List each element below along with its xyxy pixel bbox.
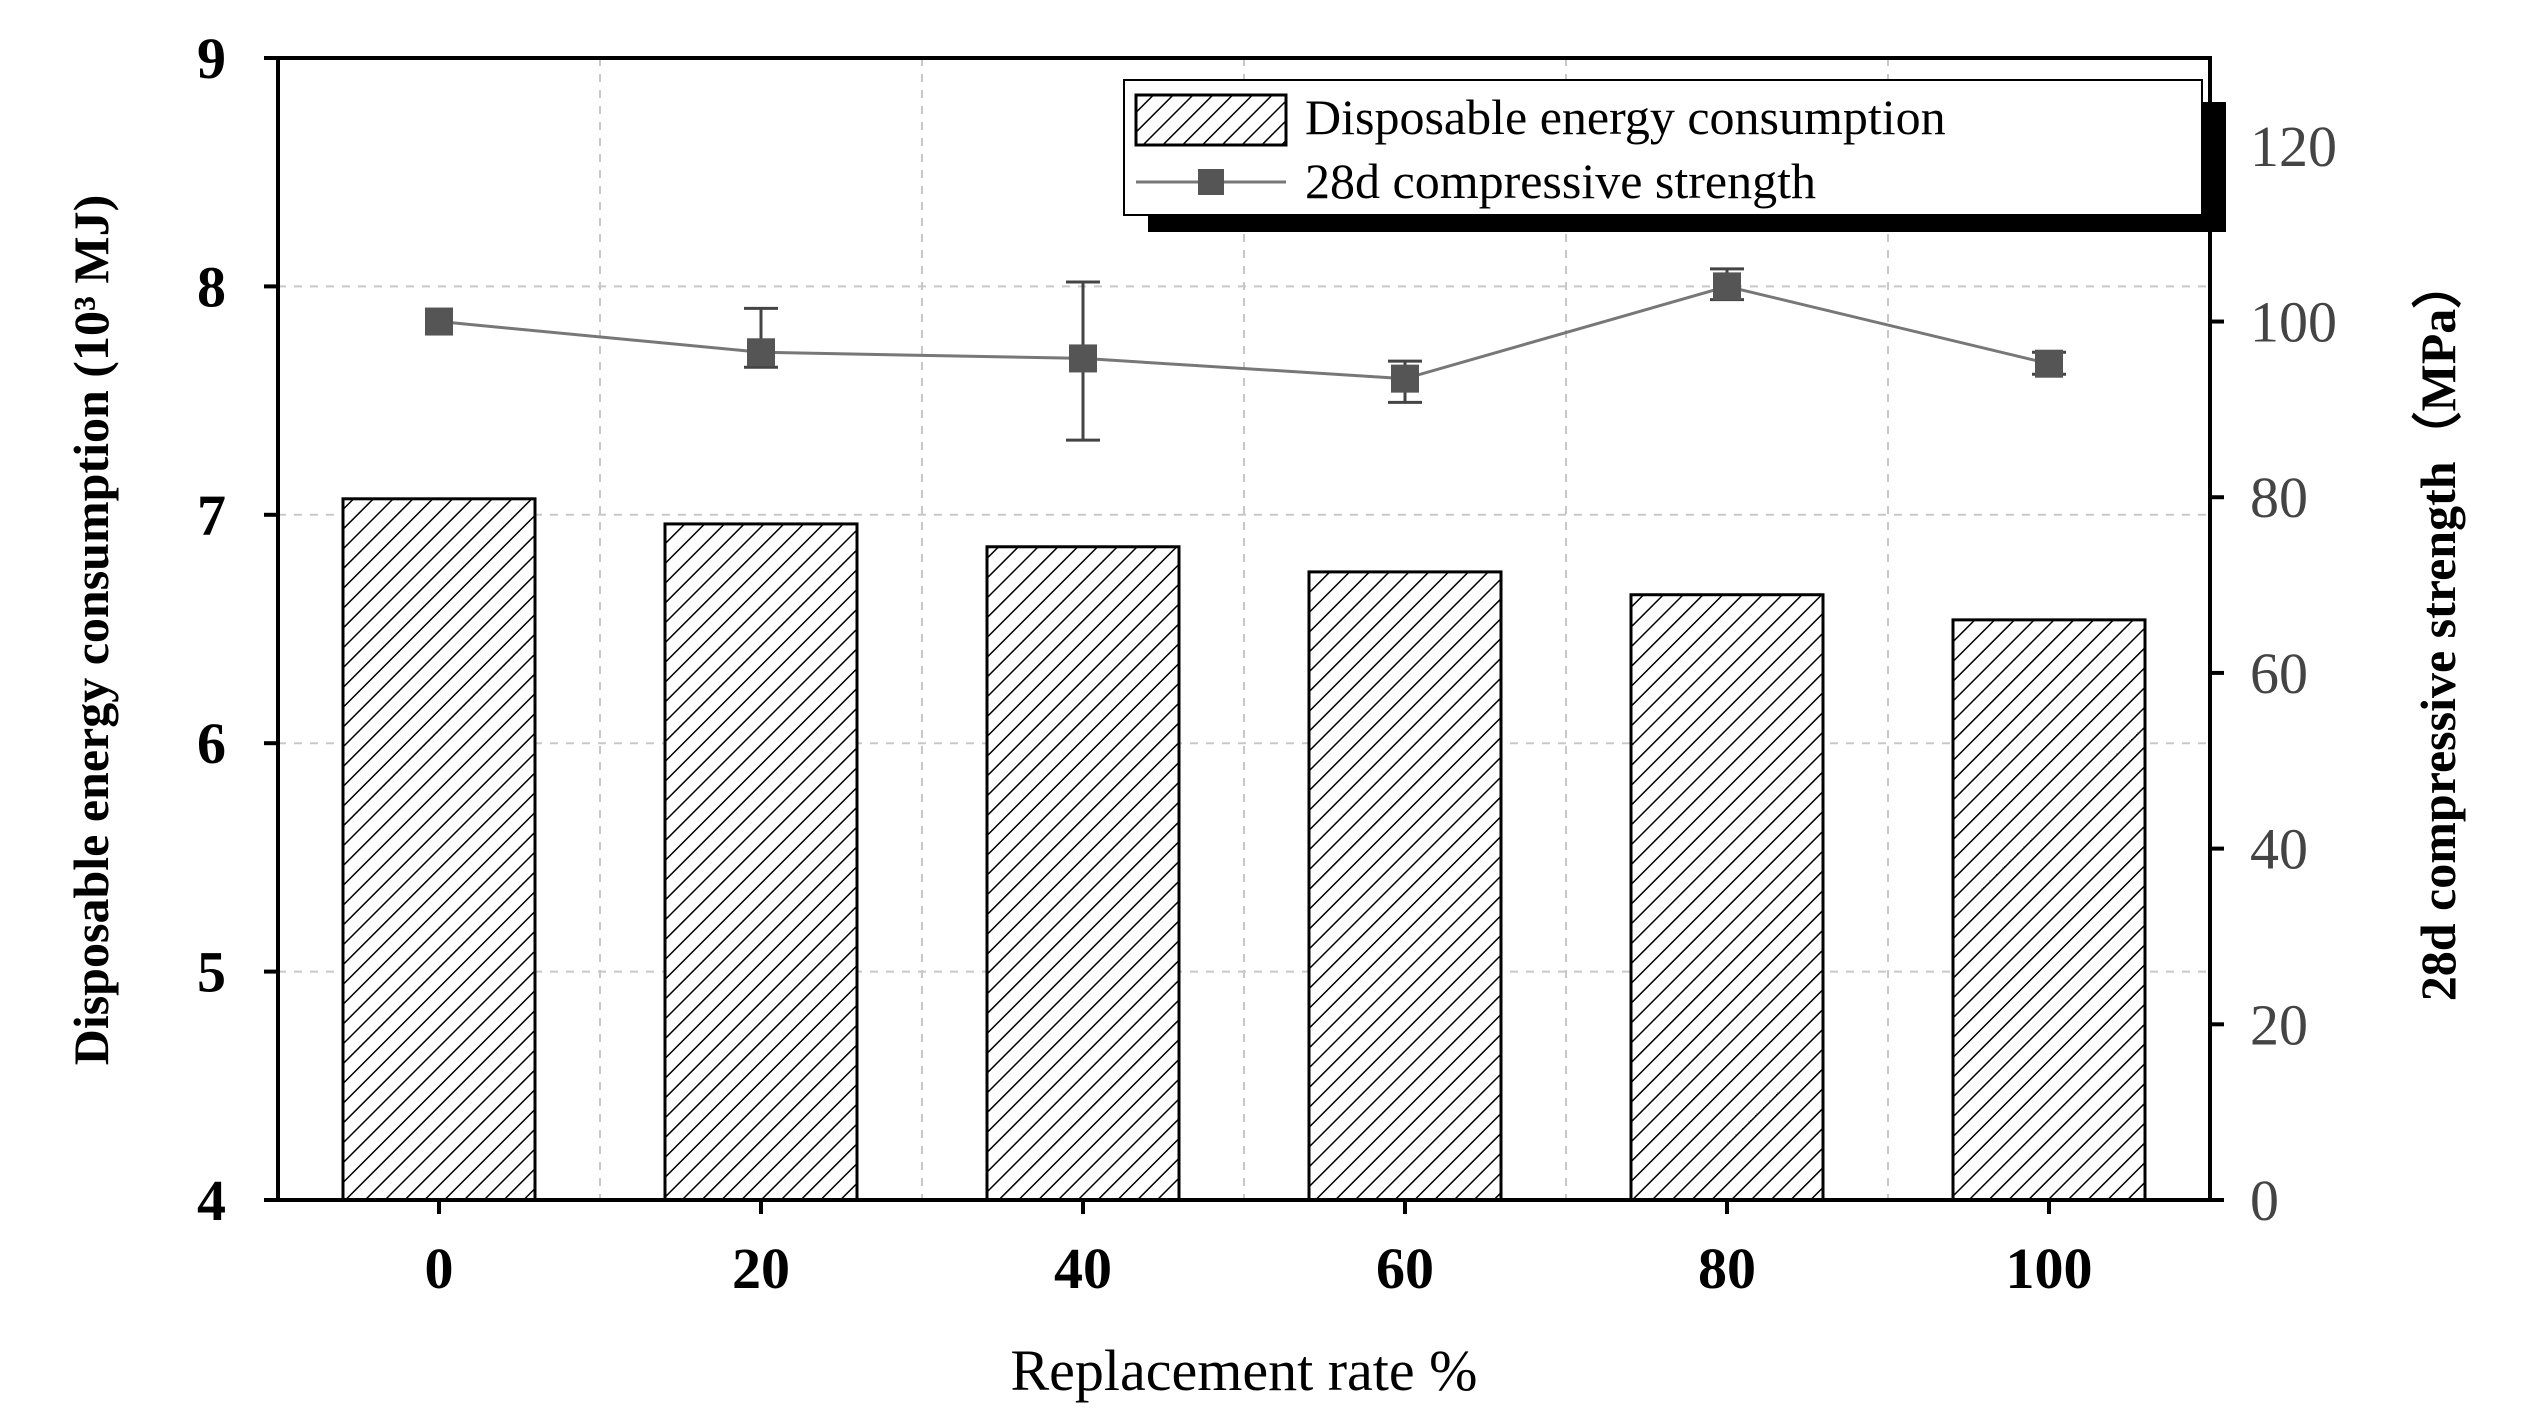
- marker-60: [1391, 364, 1419, 393]
- y-left-tick-label: 5: [197, 940, 226, 1005]
- bar-40: [985, 545, 1181, 1202]
- x-tick-label: 0: [425, 1236, 454, 1301]
- y-left-tick-label: 8: [197, 254, 226, 319]
- y-right-tick-label: 80: [2250, 465, 2308, 530]
- bar-60: [1307, 570, 1503, 1202]
- y-right-tick-label: 20: [2250, 992, 2308, 1057]
- marker-100: [2035, 349, 2063, 378]
- x-tick-label: 100: [2006, 1236, 2093, 1301]
- legend-box: [1123, 79, 2203, 216]
- y-left-tick-label: 6: [197, 711, 226, 776]
- legend-label-strength: 28d compressive strength: [1305, 153, 1816, 209]
- x-axis-label: Replacement rate %: [1011, 1338, 1478, 1403]
- legend-label-energy: Disposable energy consumption: [1305, 89, 1946, 145]
- x-tick-label: 60: [1376, 1236, 1434, 1301]
- marker-20: [747, 338, 775, 367]
- axes: 4 5 6 7 8 9 0 20 40 60 80 100 120 0 20 40 60 80 100: [197, 26, 2337, 1301]
- y-left-tick-label: 4: [197, 1168, 226, 1233]
- x-tick-label: 40: [1054, 1236, 1112, 1301]
- y-right-tick-label: 60: [2250, 641, 2308, 706]
- y-right-tick-label: 40: [2250, 817, 2308, 882]
- y-right-tick-label: 120: [2250, 114, 2337, 179]
- y-left-tick-label: 7: [197, 483, 226, 548]
- marker-0: [425, 307, 453, 336]
- marker-40: [1069, 344, 1097, 373]
- line-series: [425, 267, 2066, 442]
- y-axis-right-label: 28d compressive strength（MPa）: [2410, 259, 2466, 1002]
- bar-series: [341, 497, 2147, 1202]
- x-tick-label: 20: [732, 1236, 790, 1301]
- legend: Disposable energy consumption 28d compre…: [1123, 79, 2226, 232]
- strength-line: [438, 284, 2050, 381]
- y-left-tick-label: 9: [197, 26, 226, 91]
- marker-80: [1713, 272, 1741, 301]
- y-axis-left-label: Disposable energy consumption (10³ MJ): [63, 195, 119, 1066]
- bar-0: [341, 497, 537, 1202]
- gridlines: [278, 58, 2210, 1200]
- plot-frame: [276, 56, 2212, 1202]
- legend-bar-swatch: [1134, 93, 1288, 147]
- y-right-tick-label: 0: [2250, 1168, 2279, 1233]
- y-right-tick-label: 100: [2250, 290, 2337, 355]
- bar-100: [1951, 618, 2147, 1202]
- bar-80: [1629, 593, 1825, 1202]
- bar-20: [663, 522, 859, 1202]
- legend-marker-square: [1198, 169, 1224, 195]
- x-tick-label: 80: [1698, 1236, 1756, 1301]
